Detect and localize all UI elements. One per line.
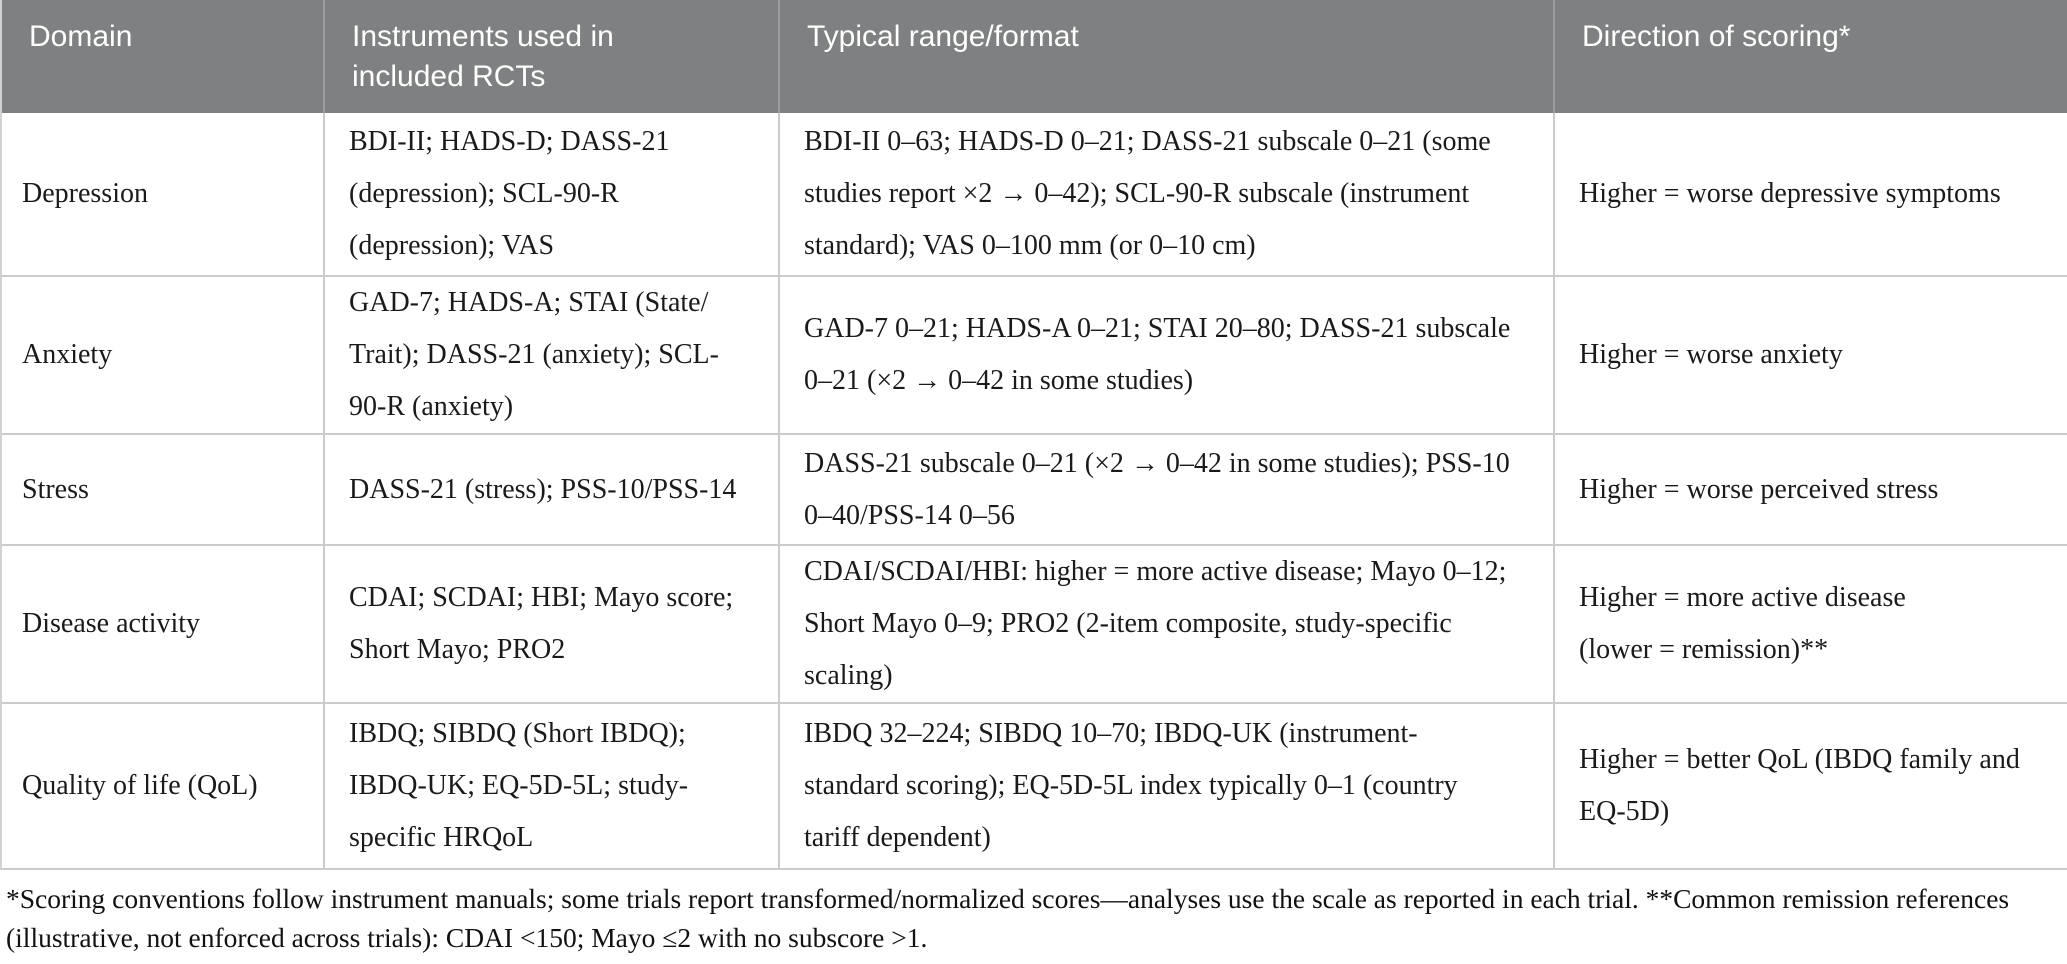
header-cell-domain: Domain [2,0,325,113]
cell-instruments: IBDQ; SIBDQ (Short IBDQ); IBDQ-UK; EQ-5D… [325,704,780,870]
header-cell-instruments: Instruments used in included RCTs [325,0,780,113]
table-footnote: *Scoring conventions follow instrument m… [6,883,2010,953]
cell-direction: Higher = more active disease (lower = re… [1555,546,2067,704]
table-grid: Domain Instruments used in included RCTs… [0,0,2067,870]
cell-direction: Higher = better QoL (IBDQ family and EQ-… [1555,704,2067,870]
cell-direction: Higher = worse anxiety [1555,277,2067,435]
header-cell-range: Typical range/format [780,0,1555,113]
cell-domain: Anxiety [2,277,325,435]
cell-range: DASS-21 subscale 0–21 (×2 → 0–42 in some… [780,435,1555,546]
cell-range: IBDQ 32–224; SIBDQ 10–70; IBDQ-UK (instr… [780,704,1555,870]
header-cell-direction: Direction of scoring* [1555,0,2067,113]
cell-instruments: CDAI; SCDAI; HBI; Mayo score; Short Mayo… [325,546,780,704]
cell-instruments: GAD-7; HADS-A; STAI (State/ Trait); DASS… [325,277,780,435]
cell-range: GAD-7 0–21; HADS-A 0–21; STAI 20–80; DAS… [780,277,1555,435]
cell-instruments: DASS-21 (stress); PSS-10/PSS-14 [325,435,780,546]
cell-domain: Disease activity [2,546,325,704]
cell-direction: Higher = worse perceived stress [1555,435,2067,546]
cell-range: CDAI/SCDAI/HBI: higher = more active dis… [780,546,1555,704]
cell-range: BDI-II 0–63; HADS-D 0–21; DASS-21 subsca… [780,113,1555,277]
cell-domain: Stress [2,435,325,546]
cell-domain: Depression [2,113,325,277]
cell-direction: Higher = worse depressive symptoms [1555,113,2067,277]
cell-domain: Quality of life (QoL) [2,704,325,870]
cell-instruments: BDI-II; HADS-D; DASS-21 (depression); SC… [325,113,780,277]
